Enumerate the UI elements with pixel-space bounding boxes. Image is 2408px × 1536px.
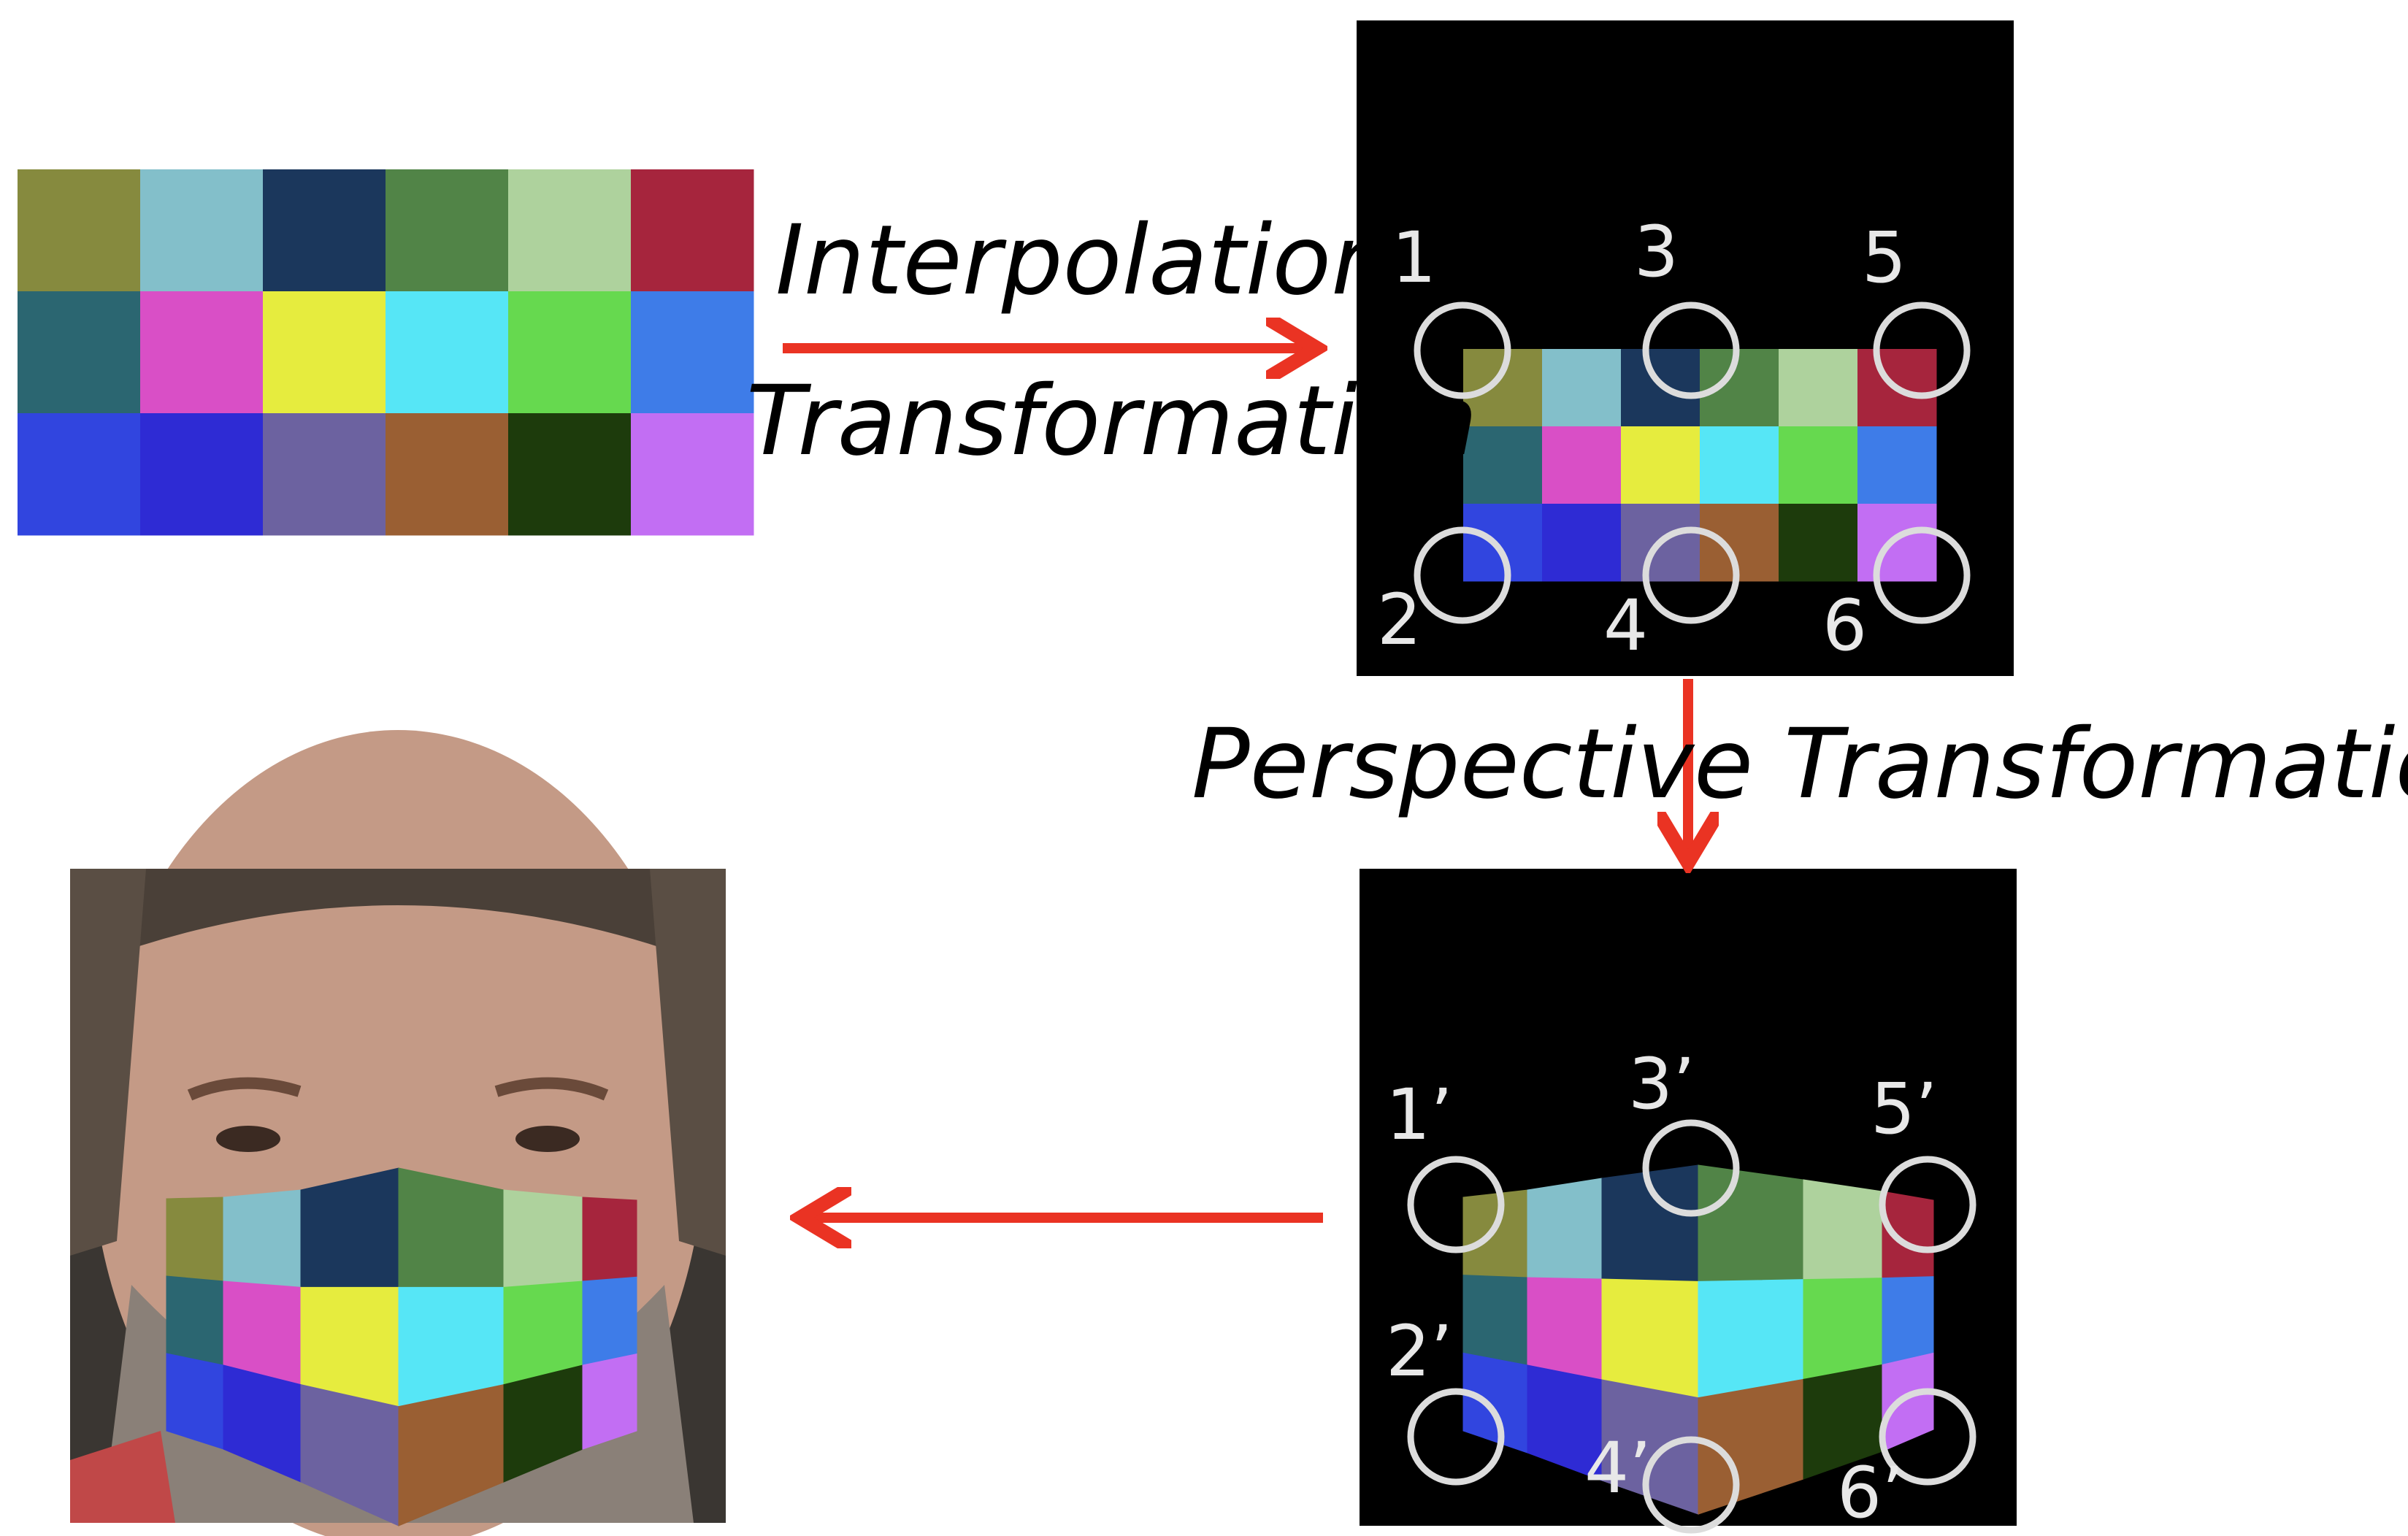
grid-cell xyxy=(1857,426,1937,504)
grid-cell xyxy=(263,413,386,536)
keypoint-label: 1 xyxy=(1392,217,1436,299)
keypoint-label: 4 xyxy=(1603,585,1648,667)
grid-cell xyxy=(18,413,141,536)
keypoint-label: 1’ xyxy=(1386,1074,1453,1156)
grid-cell xyxy=(1527,1178,1603,1280)
grid-cell xyxy=(1463,349,1543,427)
keypoint-circle xyxy=(1642,526,1740,624)
keypoint-label: 2’ xyxy=(1386,1310,1453,1392)
grid-cell xyxy=(1698,1164,1804,1282)
grid-cell xyxy=(223,1189,302,1288)
keypoint-circle xyxy=(1642,1119,1740,1217)
keypoint-circle xyxy=(1873,302,1971,399)
keypoint-label: 3 xyxy=(1634,211,1679,293)
grid-cell xyxy=(1779,426,1858,504)
keypoint-label: 2 xyxy=(1377,579,1422,661)
grid-cell xyxy=(1462,1189,1528,1278)
grid-cell xyxy=(508,413,632,536)
grid-cell xyxy=(166,1275,224,1366)
grid-cell xyxy=(1698,1279,1804,1399)
grid-cell xyxy=(508,291,632,414)
grid-cell xyxy=(582,1353,637,1450)
grid-cell xyxy=(1779,504,1858,582)
keypoint-markers-top: 1 2 3 4 5 6 xyxy=(1377,211,1971,667)
keypoint-circle xyxy=(1407,1156,1505,1253)
keypoint-label: 3’ xyxy=(1628,1043,1695,1125)
transformation-label: Transformation xyxy=(746,365,1478,477)
grid-cell xyxy=(1803,1179,1883,1280)
keypoint-circle xyxy=(1414,526,1511,624)
grid-cell xyxy=(1803,1278,1883,1380)
grid-cell xyxy=(582,1276,637,1366)
keypoint-label: 6’ xyxy=(1837,1452,1904,1534)
grid-cell xyxy=(263,291,386,414)
grid-cell xyxy=(1779,349,1858,427)
keypoint-circle xyxy=(1873,526,1971,624)
grid-cell xyxy=(631,169,754,292)
grid-cell xyxy=(386,413,509,536)
grid-cell xyxy=(140,413,264,536)
grid-cell xyxy=(1621,426,1700,504)
grid-cell xyxy=(140,169,264,292)
grid-cell xyxy=(386,169,509,292)
grid-cell xyxy=(582,1197,637,1282)
keypoint-label: 5 xyxy=(1862,217,1906,299)
grid-cell xyxy=(18,291,141,414)
grid-cell xyxy=(18,169,141,292)
perspective-color-grid xyxy=(1462,1164,1934,1515)
source-color-grid xyxy=(18,169,754,536)
keypoint-label: 5’ xyxy=(1871,1068,1938,1150)
grid-cell xyxy=(1462,1275,1528,1366)
keypoint-circle xyxy=(1642,302,1740,399)
grid-cell xyxy=(631,291,754,414)
grid-cell xyxy=(1542,426,1622,504)
keypoint-circle xyxy=(1407,1388,1505,1486)
keypoint-label: 6 xyxy=(1822,585,1867,667)
grid-cell xyxy=(503,1189,583,1288)
grid-cell xyxy=(386,291,509,414)
grid-cell xyxy=(1882,1276,1934,1365)
grid-cell xyxy=(1700,426,1779,504)
grid-cell xyxy=(1542,504,1622,582)
grid-cell xyxy=(263,169,386,292)
keypoint-circle xyxy=(1879,1156,1976,1253)
keypoint-label: 4’ xyxy=(1584,1427,1652,1509)
keypoint-circle xyxy=(1879,1388,1976,1486)
keypoint-markers-bottom: 1’ 2’ 3’ 4’ 5’ 6’ xyxy=(1386,1043,1976,1534)
grid-cell xyxy=(1601,1278,1699,1399)
applied-mask xyxy=(166,1167,637,1527)
grid-cell xyxy=(1463,504,1543,582)
perspective-transformation-label: Perspective Transformation xyxy=(1192,708,2408,821)
interpolated-color-grid xyxy=(1463,349,1937,582)
grid-cell xyxy=(1527,1277,1603,1381)
grid-cell xyxy=(1700,504,1779,582)
grid-cell xyxy=(631,413,754,536)
keypoint-circle xyxy=(1414,302,1511,399)
grid-cell xyxy=(166,1197,224,1282)
grid-cell xyxy=(1857,504,1937,582)
grid-cell xyxy=(1542,349,1622,427)
interpolation-label: Interpolation xyxy=(775,204,1392,317)
grid-cell xyxy=(140,291,264,414)
grid-cell xyxy=(508,169,632,292)
grid-cell xyxy=(1463,426,1543,504)
keypoint-circle xyxy=(1642,1436,1740,1534)
